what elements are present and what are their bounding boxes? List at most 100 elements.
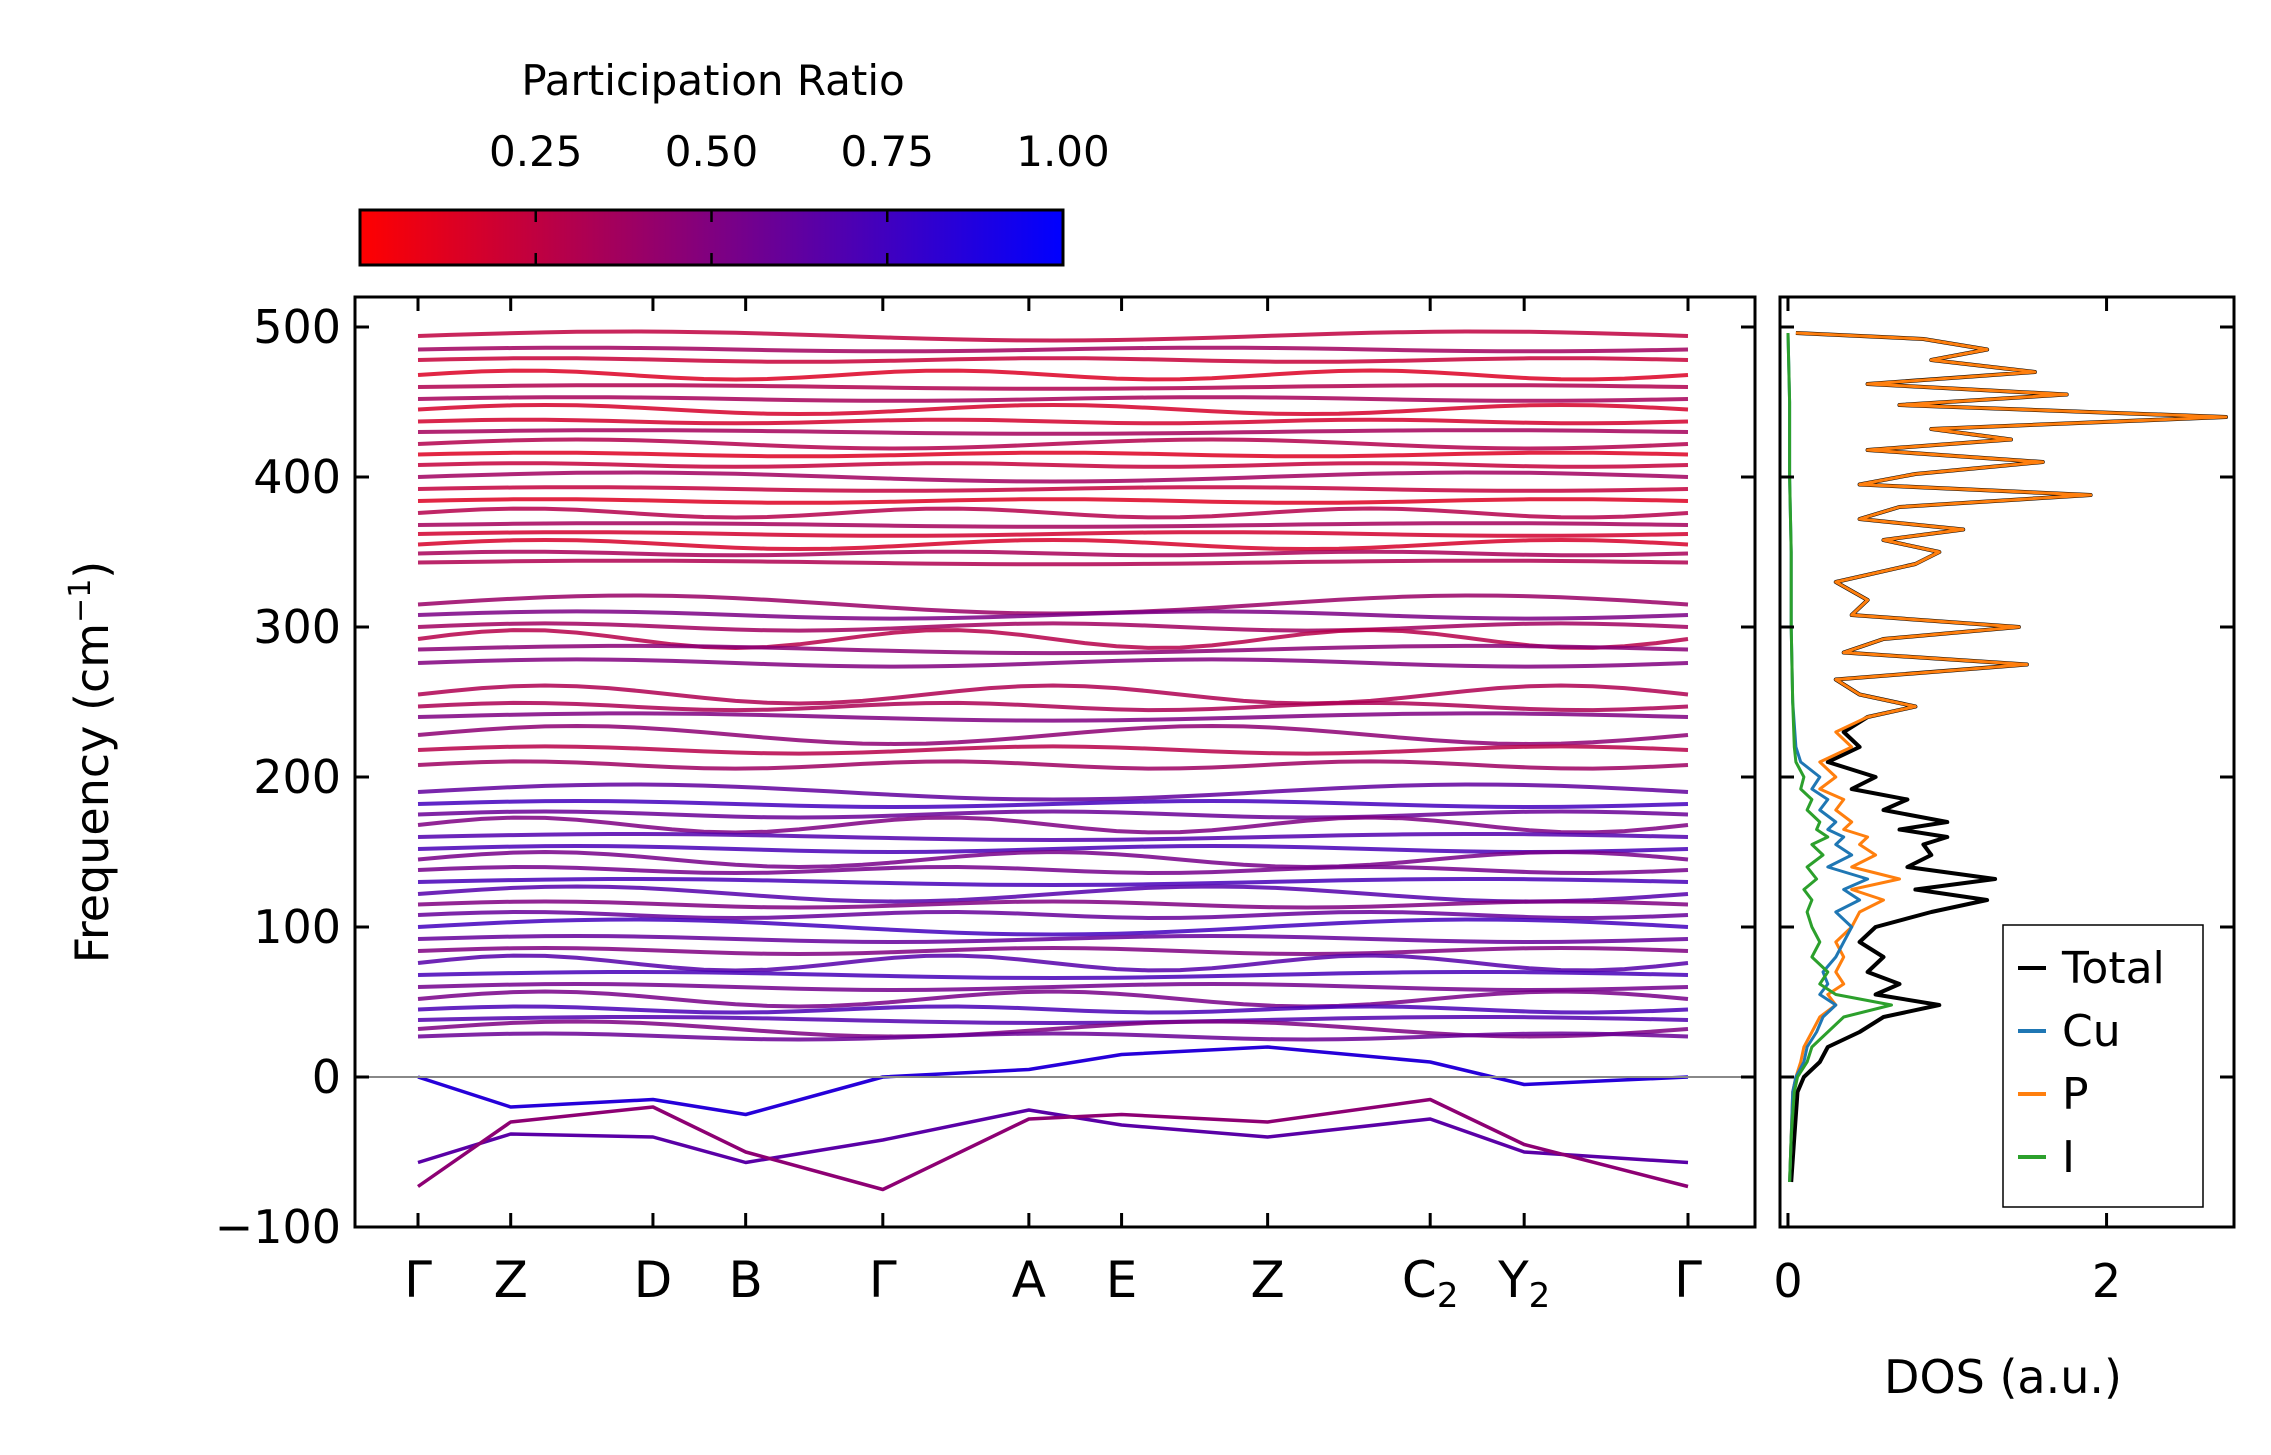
phonon-band [417, 627, 1689, 651]
k-point-label: Γ [1674, 1251, 1702, 1309]
k-point-symbol: Γ [404, 1251, 432, 1309]
phonon-band [417, 909, 1689, 921]
phonon-band [417, 864, 1689, 876]
phonon-band [417, 537, 1689, 552]
phonon-band [417, 437, 1689, 451]
phonon-band [417, 497, 1689, 505]
phonon-band [417, 356, 1689, 364]
colorbar-tick-label: 0.75 [840, 127, 934, 176]
x-axis-kpoint-ticks: Γ Z D B Γ A E Z C2 Y2 Γ [404, 297, 1702, 1316]
y-axis-label-main: Frequency (cm [65, 623, 119, 963]
phonon-band [417, 981, 1689, 993]
k-point-symbol: Z [494, 1251, 528, 1309]
phonon-band [417, 945, 1689, 957]
phonon-band [417, 521, 1689, 529]
dos-legend: Total Cu PI [2002, 924, 2204, 1208]
phonon-band [417, 329, 1689, 343]
phonon-band [417, 461, 1689, 469]
phonon-band [417, 683, 1689, 706]
acoustic-band [417, 1045, 1689, 1117]
y-tick-label: 0 [312, 1050, 341, 1104]
dos-lines [1786, 331, 2228, 1183]
y-tick-label: 300 [253, 600, 341, 654]
phonon-band [417, 989, 1689, 1009]
k-point-symbol: Z [1250, 1251, 1284, 1309]
k-point-label: Γ [869, 1251, 897, 1309]
phonon-band [417, 558, 1689, 567]
colorbar-tick-marks [534, 210, 889, 265]
phonon-band [417, 643, 1689, 656]
phonon-band [417, 450, 1689, 459]
dos-x-tick-label: 2 [2092, 1254, 2121, 1308]
phonon-band [417, 417, 1689, 426]
phonon-band [417, 428, 1689, 436]
phonon-band [417, 843, 1689, 855]
phonon-band [417, 917, 1689, 937]
colorbar-tick-label: 0.25 [489, 127, 583, 176]
legend-label: Total [2061, 943, 2165, 994]
y-tick-label: 100 [253, 900, 341, 954]
y-axis-label-close: ) [65, 561, 119, 579]
phonon-band [417, 782, 1689, 802]
phonon-band [417, 711, 1689, 723]
dos-x-axis-label: DOS (a.u.) [1884, 1350, 2122, 1404]
phonon-band [417, 395, 1689, 403]
band-plot-frame [353, 295, 1757, 1229]
k-point-label: Z [1250, 1251, 1284, 1309]
k-point-symbol: Γ [869, 1251, 897, 1309]
phonon-band [417, 549, 1689, 558]
y-axis-label-superscript: −1 [63, 579, 98, 623]
colorbar: Participation Ratio 0.25 0.50 0.75 1.00 [358, 56, 1110, 267]
y-tick-label: −100 [215, 1200, 341, 1254]
dos-line-i [1786, 332, 1893, 1183]
phonon-band [417, 621, 1689, 633]
phonon-band [417, 815, 1689, 835]
dos-line-p [1788, 331, 2228, 1183]
phonon-band [417, 383, 1689, 391]
y-axis-ticks: 500 400 300 200 100 0 −100 [215, 300, 1755, 1254]
colorbar-tick-labels: 0.25 0.50 0.75 1.00 [489, 127, 1110, 176]
phonon-band [417, 506, 1689, 520]
k-point-label: B [729, 1251, 763, 1309]
phonon-band [417, 402, 1689, 417]
phonon-band [417, 470, 1689, 484]
phonon-band [417, 809, 1689, 820]
k-point-label: D [634, 1251, 673, 1309]
k-point-label: Γ [404, 1251, 432, 1309]
phonon-band [417, 1015, 1689, 1026]
colorbar-tick-label: 1.00 [1016, 127, 1110, 176]
phonon-band [417, 530, 1689, 538]
k-point-label: Z [494, 1251, 528, 1309]
colorbar-tick-label: 0.50 [665, 127, 759, 176]
k-point-subscript: 2 [1529, 1276, 1551, 1316]
k-point-label: Y2 [1497, 1251, 1550, 1316]
colorbar-label: Participation Ratio [521, 56, 904, 105]
phonon-band [417, 877, 1689, 888]
phonon-band [417, 899, 1689, 910]
dos-x-tick-label: 0 [1773, 1254, 1802, 1308]
phonon-band [417, 657, 1689, 669]
k-point-symbol: D [634, 1251, 673, 1309]
phonon-band [417, 368, 1689, 382]
phonon-band [417, 1004, 1689, 1015]
k-point-symbol: E [1106, 1251, 1138, 1309]
phonon-band [417, 1031, 1689, 1042]
phonon-band [417, 485, 1689, 493]
legend-label: I [2062, 1132, 2075, 1183]
phonon-band [417, 798, 1689, 810]
k-point-label: C2 [1402, 1251, 1459, 1316]
acoustic-band [417, 1108, 1689, 1165]
acoustic-band [417, 1097, 1689, 1192]
legend-label: P [2062, 1069, 2089, 1120]
k-point-symbol: Γ [1674, 1251, 1702, 1309]
y-tick-label: 400 [253, 450, 341, 504]
phonon-band [417, 609, 1689, 621]
k-point-label: A [1012, 1251, 1046, 1309]
dos-plot-frame [1778, 295, 2236, 1229]
phonon-band [417, 933, 1689, 945]
y-tick-label: 500 [253, 300, 341, 354]
phonon-band [417, 970, 1689, 981]
legend-frame [2002, 924, 2204, 1208]
